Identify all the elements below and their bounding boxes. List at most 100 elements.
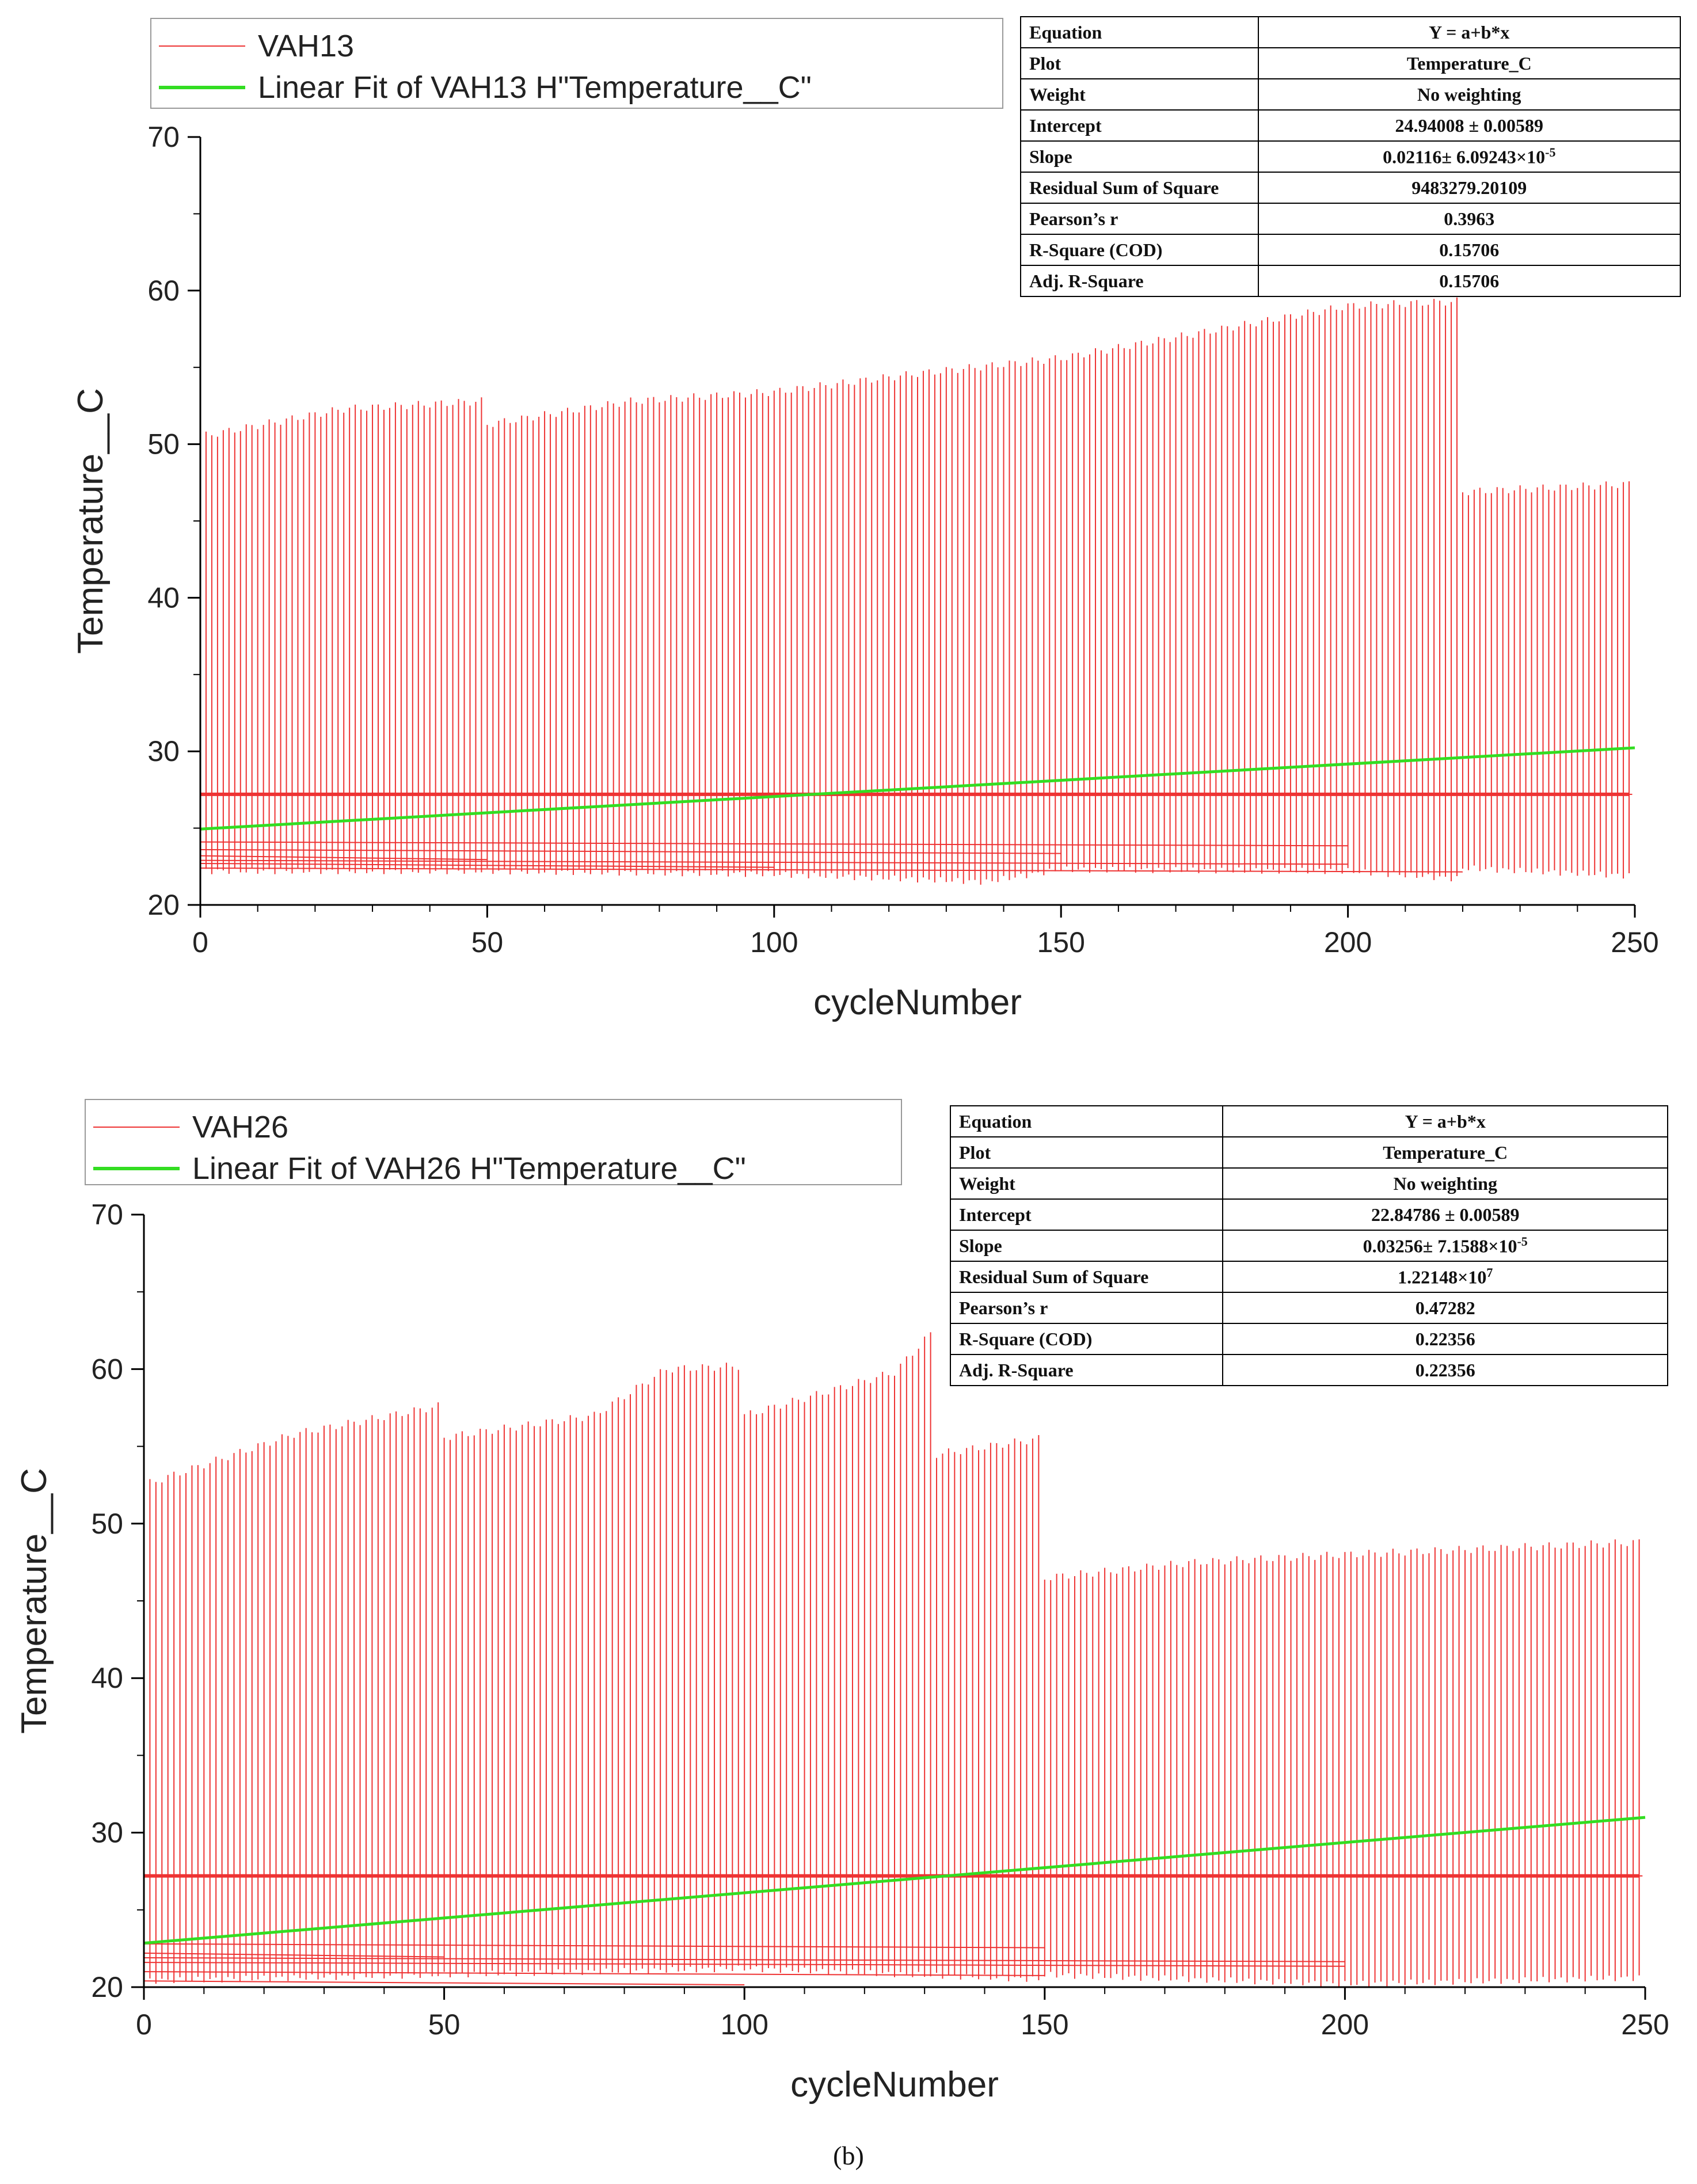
legend-box: [150, 18, 1003, 109]
series-vah26: [143, 1332, 1643, 1987]
stats-row: Weight No weighting: [1020, 78, 1681, 111]
fit-stats-table-top: Equation Y = a+b*x Plot Temperature_C Weight…: [1020, 16, 1681, 297]
x-axis-title: cycleNumber: [813, 983, 1022, 1022]
stats-label: Plot: [949, 1136, 1224, 1169]
stats-value-exponent: -5: [1517, 1234, 1528, 1249]
stats-value: 0.02116± 6.09243×10-5: [1257, 140, 1681, 173]
stats-label: R-Square (COD): [1020, 234, 1259, 266]
y-tick-label: 40: [91, 1662, 123, 1694]
y-tick-label: 60: [91, 1353, 123, 1385]
legend-label: Linear Fit of VAH13 H"Temperature__C": [258, 70, 812, 105]
y-tick-label: 20: [91, 1971, 123, 2003]
data-reset-trace: [200, 862, 774, 868]
stats-value: 0.47282: [1222, 1292, 1668, 1324]
x-axis-title: cycleNumber: [790, 2065, 999, 2105]
figure-caption: (b): [833, 2141, 864, 2170]
data-reset-trace: [143, 1943, 1045, 1949]
stats-value: Y = a+b*x: [1222, 1105, 1668, 1137]
stats-label: Adj. R-Square: [949, 1354, 1224, 1386]
y-tick-label: 30: [147, 735, 180, 767]
stats-row: Equation Y = a+b*x: [1020, 16, 1681, 48]
stats-row: Intercept 24.94008 ± 0.00589: [1020, 109, 1681, 142]
stats-value: Temperature_C: [1257, 47, 1681, 79]
stats-label: Slope: [949, 1230, 1224, 1262]
stats-value: 24.94008 ± 0.00589: [1257, 109, 1681, 142]
data-reset-trace: [200, 867, 1463, 873]
y-tick-label: 30: [91, 1817, 123, 1849]
data-reset-trace: [143, 1980, 745, 1985]
linear-fit-line: [200, 746, 1635, 831]
y-tick-label: 20: [147, 889, 180, 921]
y-tick-label: 50: [147, 428, 180, 461]
stats-label: Intercept: [949, 1198, 1224, 1231]
data-reset-trace: [143, 1957, 1345, 1962]
x-tick-label: 150: [1037, 926, 1085, 958]
legend-label: Linear Fit of VAH26 H"Temperature__C": [192, 1151, 746, 1186]
x-tick-label: 200: [1324, 926, 1372, 958]
x-tick-label: 0: [136, 2008, 152, 2041]
x-tick-label: 250: [1611, 926, 1658, 958]
x-tick-label: 50: [428, 2008, 461, 2041]
x-tick-label: 100: [720, 2008, 768, 2041]
stats-row: Weight No weighting: [949, 1167, 1668, 1200]
stats-label: Plot: [1020, 47, 1259, 79]
stats-value: 1.22148×107: [1222, 1261, 1668, 1293]
stats-label: Pearson’s r: [1020, 203, 1259, 235]
fit-stats-table-bottom: Equation Y = a+b*x Plot Temperature_C Weight…: [949, 1105, 1668, 1386]
stats-value: Y = a+b*x: [1257, 16, 1681, 48]
y-tick-label: 50: [91, 1508, 123, 1540]
stats-label: Equation: [949, 1105, 1224, 1137]
stats-row: Residual Sum of Square 9483279.20109: [1020, 172, 1681, 204]
x-tick-label: 250: [1621, 2008, 1669, 2041]
data-reset-trace: [200, 849, 1061, 854]
stats-row: Adj. R-Square 0.22356: [949, 1354, 1668, 1386]
stats-value: 0.22356: [1222, 1354, 1668, 1386]
data-reset-trace: [143, 1952, 444, 1958]
linear-fit-line: [143, 1816, 1646, 1945]
stats-value-exponent: 7: [1486, 1265, 1493, 1280]
y-axis-title: Temperature__C: [14, 1468, 54, 1734]
stats-row: Pearson’s r 0.47282: [949, 1292, 1668, 1324]
x-tick-label: 50: [471, 926, 504, 958]
chart-panel-0: 0 50 100 150 200 250 20 30 40 50 60 70 cycleNumber Te…: [71, 18, 1659, 1022]
data-reset-trace: [200, 859, 1348, 865]
stats-label: Residual Sum of Square: [949, 1261, 1224, 1293]
x-tick-label: 200: [1321, 2008, 1369, 2041]
stats-value: 0.03256± 7.1588×10-5: [1222, 1230, 1668, 1262]
stats-row: Intercept 22.84786 ± 0.00589: [949, 1198, 1668, 1231]
legend-label: VAH26: [192, 1110, 288, 1144]
stats-value: 0.15706: [1257, 265, 1681, 297]
stats-value: 22.84786 ± 0.00589: [1222, 1198, 1668, 1231]
y-tick-label: 70: [91, 1198, 123, 1231]
x-tick-label: 0: [192, 926, 208, 958]
stats-value: 9483279.20109: [1257, 172, 1681, 204]
stats-value: 0.3963: [1257, 203, 1681, 235]
stats-label: Pearson’s r: [949, 1292, 1224, 1324]
data-reset-trace: [200, 841, 1348, 847]
y-axis-title: Temperature__C: [71, 388, 111, 654]
stats-label: Weight: [1020, 78, 1259, 111]
stats-label: Equation: [1020, 16, 1259, 48]
stats-row: Pearson’s r 0.3963: [1020, 203, 1681, 235]
legend-box: [85, 1099, 902, 1185]
stats-label: Intercept: [1020, 109, 1259, 142]
stats-label: R-Square (COD): [949, 1323, 1224, 1355]
stats-value: 0.15706: [1257, 234, 1681, 266]
stats-row: R-Square (COD) 0.15706: [1020, 234, 1681, 266]
stats-row: Slope 0.03256± 7.1588×10-5: [949, 1230, 1668, 1262]
data-reset-trace: [143, 1971, 1045, 1976]
stats-value: No weighting: [1257, 78, 1681, 111]
stats-value: Temperature_C: [1222, 1136, 1668, 1169]
stats-row: Adj. R-Square 0.15706: [1020, 265, 1681, 297]
stats-row: Equation Y = a+b*x: [949, 1105, 1668, 1137]
chart-panel-1: 0 50 100 150 200 250 20 30 40 50 60 70 cycleNumber Te…: [14, 1099, 1669, 2105]
stats-row: Plot Temperature_C: [949, 1136, 1668, 1169]
series-vah13: [200, 297, 1633, 885]
stats-label: Slope: [1020, 140, 1259, 173]
y-tick-label: 60: [147, 275, 180, 307]
stats-value: 0.22356: [1222, 1323, 1668, 1355]
x-tick-label: 150: [1021, 2008, 1068, 2041]
data-reset-trace: [200, 855, 488, 861]
x-tick-label: 100: [750, 926, 798, 958]
